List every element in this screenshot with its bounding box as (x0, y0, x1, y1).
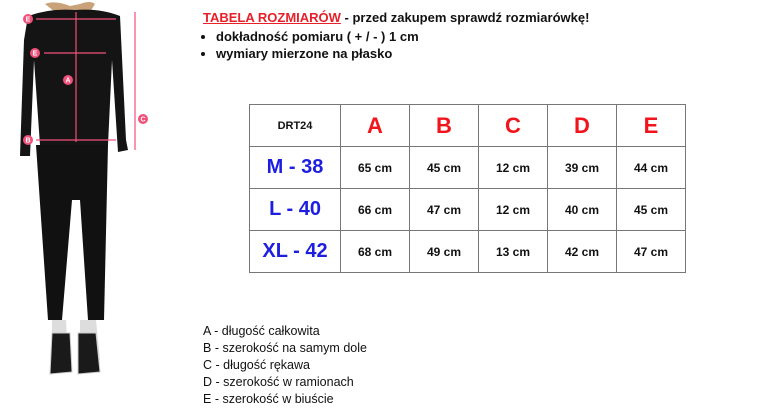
legend: A - długość całkowita B - szerokość na sa… (203, 323, 367, 408)
legend-text: - długość rękawa (212, 358, 311, 372)
size-label: XL - 42 (249, 230, 341, 273)
legend-item: B - szerokość na samym dole (203, 340, 367, 357)
measurement-cell: 13 cm (478, 230, 548, 273)
legend-text: - długość całkowita (210, 324, 320, 338)
measurement-cell: 40 cm (547, 188, 617, 231)
size-label: M - 38 (249, 146, 341, 189)
note-item: wymiary mierzone na płasko (216, 45, 419, 62)
legend-key: C (203, 358, 213, 372)
svg-text:A: A (65, 78, 70, 85)
measurement-cell: 39 cm (547, 146, 617, 189)
model-figure: E E A C B (20, 2, 148, 375)
product-code: DRT24 (249, 104, 341, 147)
measurement-cell: 47 cm (616, 230, 686, 273)
measurement-cell: 44 cm (616, 146, 686, 189)
measurement-cell: 45 cm (409, 146, 479, 189)
svg-text:E: E (26, 17, 31, 24)
legend-key: E (203, 392, 212, 406)
column-header: E (616, 104, 686, 147)
table-row: XL - 42 68 cm 49 cm 13 cm 42 cm 47 cm (249, 230, 686, 273)
measurement-cell: 12 cm (478, 188, 548, 231)
measurement-cell: 12 cm (478, 146, 548, 189)
table-row: M - 38 65 cm 45 cm 12 cm 39 cm 44 cm (249, 146, 686, 189)
measurement-cell: 47 cm (409, 188, 479, 231)
measurement-cell: 45 cm (616, 188, 686, 231)
legend-item: C - długość rękawa (203, 357, 367, 374)
legend-item: D - szerokość w ramionach (203, 374, 367, 391)
heading-title: TABELA ROZMIARÓW (203, 10, 341, 25)
marker-c: C (138, 114, 148, 124)
measurement-cell: 65 cm (340, 146, 410, 189)
measurement-cell: 68 cm (340, 230, 410, 273)
column-header: C (478, 104, 548, 147)
legend-text: - szerokość w biuście (211, 392, 334, 406)
legend-text: - szerokość w ramionach (212, 375, 354, 389)
page-heading: TABELA ROZMIARÓW - przed zakupem sprawdź… (203, 10, 589, 25)
legend-key: A (203, 324, 211, 338)
legend-key: B (203, 341, 212, 355)
svg-text:B: B (25, 138, 30, 145)
table-row: L - 40 66 cm 47 cm 12 cm 40 cm 45 cm (249, 188, 686, 231)
measurement-cell: 49 cm (409, 230, 479, 273)
legend-item: A - długość całkowita (203, 323, 367, 340)
svg-text:E: E (33, 51, 38, 58)
table-header-row: DRT24 A B C D E (249, 104, 686, 147)
svg-text:C: C (140, 117, 145, 124)
notes-list: dokładność pomiaru ( + / - ) 1 cm wymiar… (200, 28, 419, 62)
marker-a: A (63, 75, 73, 85)
legend-key: D (203, 375, 213, 389)
marker-e: E (30, 48, 40, 58)
marker-d: E (23, 14, 33, 24)
size-table: DRT24 A B C D E M - 38 65 cm 45 cm 12 cm 39 … (249, 104, 686, 273)
column-header: B (409, 104, 479, 147)
note-item: dokładność pomiaru ( + / - ) 1 cm (216, 28, 419, 45)
size-label: L - 40 (249, 188, 341, 231)
heading-subtitle: - przed zakupem sprawdź rozmiarówkę! (340, 10, 590, 25)
measurement-cell: 66 cm (340, 188, 410, 231)
legend-item: E - szerokość w biuście (203, 391, 367, 408)
legend-text: - szerokość na samym dole (211, 341, 367, 355)
measurement-cell: 42 cm (547, 230, 617, 273)
marker-b: B (23, 135, 33, 145)
column-header: A (340, 104, 410, 147)
column-header: D (547, 104, 617, 147)
